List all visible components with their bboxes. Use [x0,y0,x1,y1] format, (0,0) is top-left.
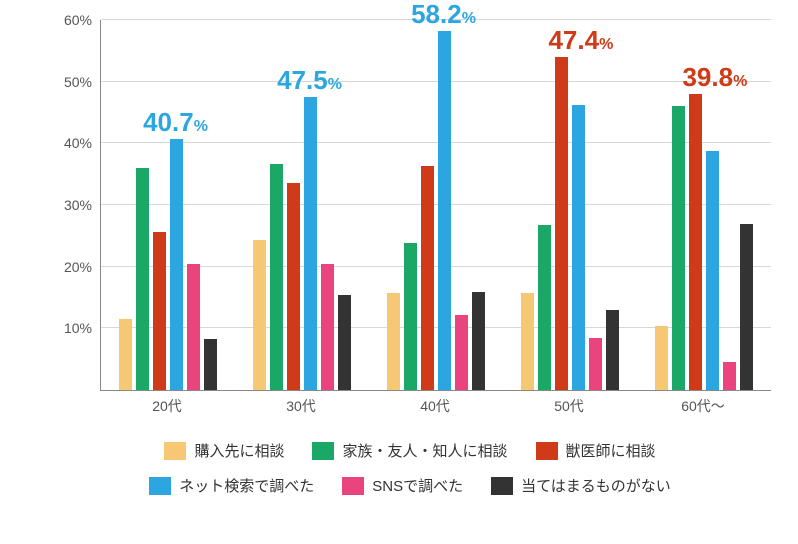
bar-shop [387,293,400,390]
legend-label: 家族・友人・知人に相談 [342,440,507,461]
callout-label: 47.4% [548,25,613,56]
x-tick-label: 50代 [554,396,584,416]
bar-none [606,310,619,390]
legend-label: SNSで調べた [372,475,463,496]
bar-net [438,31,451,390]
legend-swatch [342,477,364,495]
legend-label: 当てはまるものがない [521,475,671,496]
callout-label: 47.5% [277,65,342,96]
legend-item-net: ネット検索で調べた [149,475,314,496]
legend: 購入先に相談 家族・友人・知人に相談 獣医師に相談ネット検索で調べた SNSで調べた 当… [130,440,690,510]
legend-row: ネット検索で調べた SNSで調べた 当てはまるものがない [130,475,690,496]
bar-sns [723,362,736,390]
bar-sns [455,315,468,390]
legend-item-sns: SNSで調べた [342,475,463,496]
bar-sns [187,264,200,390]
bar-net [304,97,317,390]
bar-none [740,224,753,391]
x-tick-label: 40代 [420,396,450,416]
bar-group [101,20,235,390]
bar-shop [655,326,668,390]
y-tick-label: 60% [32,12,92,28]
y-tick-label: 40% [32,135,92,151]
legend-swatch [149,477,171,495]
legend-item-none: 当てはまるものがない [491,475,671,496]
x-tick-label: 30代 [286,396,316,416]
bar-sns [321,264,334,390]
bar-vet [287,183,300,390]
legend-swatch [536,442,558,460]
legend-label: 購入先に相談 [194,440,284,461]
callout-label: 40.7% [143,107,208,138]
legend-row: 購入先に相談 家族・友人・知人に相談 獣医師に相談 [130,440,690,461]
legend-swatch [491,477,513,495]
legend-swatch [164,442,186,460]
bar-shop [521,293,534,390]
bar-group [369,20,503,390]
chart-container: 10% 20% 30% 40% 50% 60% 20代 30代 40代 50代 60代～ 40.7… [0,0,798,544]
bar-family [270,164,283,390]
bar-group [503,20,637,390]
legend-item-vet: 獣医師に相談 [536,440,656,461]
legend-item-shop: 購入先に相談 [164,440,284,461]
legend-label: 獣医師に相談 [566,440,656,461]
bar-net [706,151,719,390]
y-tick-label: 30% [32,197,92,213]
plot-area [100,20,771,391]
bar-vet [421,166,434,390]
bar-none [338,295,351,390]
bar-none [472,292,485,390]
x-tick-label: 60代～ [681,396,725,416]
bar-shop [119,319,132,390]
bar-vet [689,94,702,390]
y-tick-label: 10% [32,320,92,336]
bar-net [170,139,183,390]
bar-net [572,105,585,390]
callout-label: 39.8% [682,62,747,93]
legend-swatch [312,442,334,460]
legend-label: ネット検索で調べた [179,475,314,496]
bar-family [404,243,417,390]
bar-vet [153,232,166,390]
callout-label: 58.2% [411,0,476,30]
legend-item-family: 家族・友人・知人に相談 [312,440,507,461]
x-tick-label: 20代 [152,396,182,416]
bar-family [136,168,149,390]
bar-none [204,339,217,390]
y-tick-label: 50% [32,74,92,90]
bar-family [672,106,685,390]
bar-sns [589,338,602,390]
bar-family [538,225,551,390]
bar-shop [253,240,266,390]
y-tick-label: 20% [32,259,92,275]
bar-vet [555,57,568,390]
